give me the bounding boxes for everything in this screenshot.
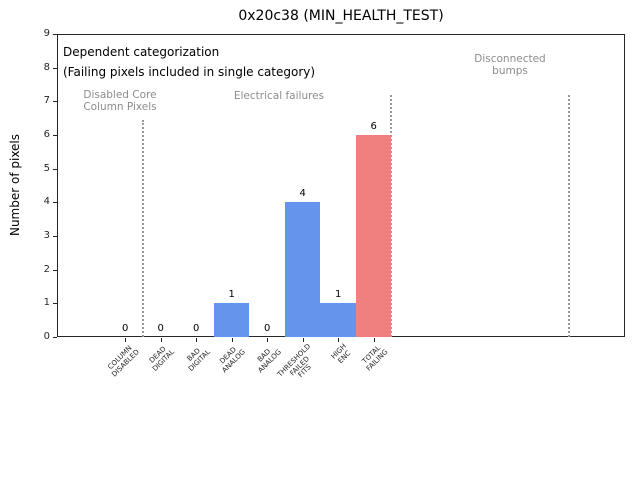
y-tick-mark (53, 34, 57, 35)
x-tick-label: DEAD DIGITAL (148, 344, 176, 373)
y-tick-label: 4 (43, 196, 50, 208)
chart-annotation: Disconnected bumps (474, 53, 546, 78)
y-tick-mark (53, 135, 57, 136)
x-tick-mark (267, 338, 269, 342)
y-tick-label: 1 (43, 297, 50, 309)
y-tick-label: 8 (43, 61, 50, 73)
y-tick-label: 3 (43, 230, 50, 241)
x-tick-label: BAD DIGITAL (185, 346, 212, 373)
chart-title: 0x20c38 (MIN_HEALTH_TEST) (238, 8, 444, 24)
bar-value-label: 0 (121, 323, 129, 334)
zone-separator-line (390, 94, 393, 337)
y-tick-label: 0 (43, 331, 50, 342)
y-tick-mark (53, 168, 57, 170)
chart-annotation: Disabled Core Column Pixels (83, 89, 157, 114)
bar (284, 202, 321, 337)
y-tick-mark (53, 202, 57, 204)
bar-value-label: 1 (228, 289, 235, 301)
bar (213, 303, 250, 337)
y-tick-mark (53, 337, 57, 338)
y-tick-label: 6 (43, 129, 50, 140)
x-tick-mark (231, 338, 233, 342)
bar-value-label: 1 (334, 289, 342, 301)
y-tick-label: 9 (43, 28, 50, 39)
x-tick-mark (160, 338, 162, 342)
y-tick-label: 7 (43, 95, 50, 107)
zone-separator-line (141, 119, 144, 337)
y-tick-mark (53, 303, 57, 305)
bar (320, 303, 356, 337)
chart-annotation: Dependent categorization (63, 45, 220, 59)
bar (355, 135, 392, 337)
bar-value-label: 0 (263, 323, 271, 334)
x-tick-mark (338, 338, 340, 342)
x-tick-mark (302, 338, 304, 342)
x-tick-label: TOTAL FAILING (360, 343, 389, 373)
x-tick-mark (373, 338, 375, 342)
x-tick-label: THRESHOLD FAILED FITS (276, 342, 314, 380)
y-tick-mark (53, 67, 57, 69)
y-tick-mark (53, 269, 57, 271)
y-tick-mark (53, 236, 57, 237)
chart-annotation: (Failing pixels included in single categ… (63, 65, 316, 79)
y-tick-label: 2 (43, 263, 50, 275)
bar-value-label: 6 (370, 121, 377, 132)
y-axis-label: Number of pixels (8, 133, 22, 236)
y-tick-label: 5 (43, 162, 50, 174)
chart-annotation: Electrical failures (233, 90, 325, 102)
x-tick-label: DEAD ANALOG (218, 345, 247, 375)
bar-value-label: 0 (192, 323, 200, 334)
x-tick-label: HIGH ENC (329, 342, 353, 365)
y-tick-mark (53, 101, 57, 103)
bar-value-label: 0 (157, 323, 164, 334)
x-tick-label: COLUMN DISABLED (106, 344, 141, 379)
bar-value-label: 4 (299, 188, 306, 200)
x-tick-mark (196, 338, 198, 342)
x-tick-mark (125, 338, 127, 342)
zone-separator-line (567, 94, 570, 337)
